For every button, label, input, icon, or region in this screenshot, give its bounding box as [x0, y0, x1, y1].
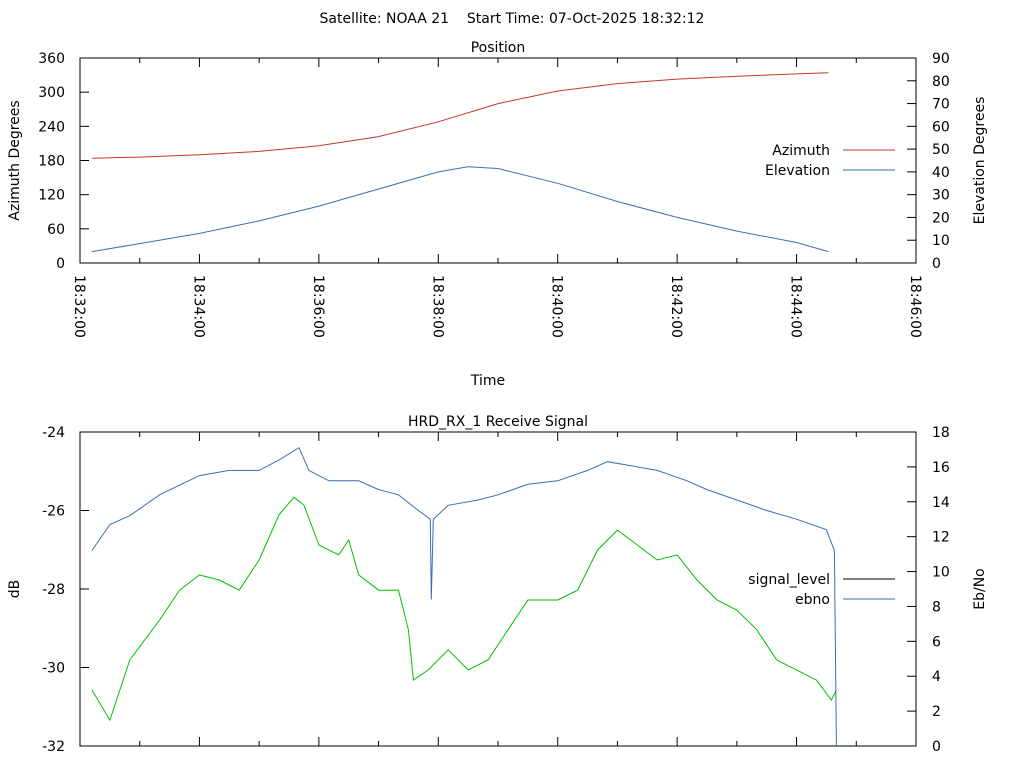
signal-y-axis-label: dB: [7, 580, 23, 599]
position-x-tick-label: 18:36:00: [310, 275, 326, 338]
signal-y2-tick-label: 16: [932, 460, 950, 476]
position-title: Position: [471, 40, 526, 56]
signal-legend-label: signal_level: [748, 572, 830, 588]
signal-y-tick-label: -32: [42, 739, 65, 755]
signal-y2-tick-label: 18: [932, 425, 950, 441]
signal-title: HRD_RX_1 Receive Signal: [408, 414, 588, 430]
position-y-tick-label: 360: [38, 51, 65, 67]
signal-series-signal-level: [91, 496, 837, 722]
position-x-axis-label: Time: [470, 373, 505, 389]
position-y2-tick-label: 20: [932, 210, 950, 226]
signal-y-tick-label: -28: [42, 582, 65, 598]
position-y-tick-label: 120: [38, 188, 65, 204]
signal-y2-tick-label: 12: [932, 530, 950, 546]
position-y2-tick-label: 0: [932, 256, 941, 272]
position-y2-axis-label: Elevation Degrees: [972, 97, 988, 225]
position-y2-tick-label: 90: [932, 51, 950, 67]
position-y2-tick-label: 50: [932, 142, 950, 158]
signal-y2-tick-label: 8: [932, 599, 941, 615]
signal-y2-axis-label: Eb/No: [972, 568, 988, 610]
signal-y-tick-label: -24: [42, 425, 65, 441]
chart-main-title: Satellite: NOAA 21 Start Time: 07-Oct-20…: [320, 11, 705, 27]
signal-y-tick-label: -30: [42, 661, 65, 677]
position-y-tick-label: 180: [38, 154, 65, 170]
position-y-tick-label: 240: [38, 119, 65, 135]
position-y2-tick-label: 80: [932, 74, 950, 90]
signal-legend-label: ebno: [795, 592, 830, 608]
position-x-tick-label: 18:34:00: [190, 275, 206, 338]
position-legend-label: Elevation: [765, 163, 830, 179]
signal-y2-tick-label: 10: [932, 565, 950, 581]
position-series-elevation: [91, 166, 829, 253]
signal-y2-tick-label: 4: [932, 669, 941, 685]
position-y-axis-label: Azimuth Degrees: [7, 100, 23, 220]
position-legend-label: Azimuth: [772, 143, 830, 159]
position-x-tick-label: 18:32:00: [71, 275, 87, 338]
position-y2-tick-label: 30: [932, 188, 950, 204]
position-y-tick-label: 300: [38, 85, 65, 101]
signal-series-ebno: [91, 446, 837, 747]
position-y2-tick-label: 40: [932, 165, 950, 181]
position-y-tick-label: 0: [56, 256, 65, 272]
position-y2-tick-label: 10: [932, 233, 950, 249]
position-x-tick-label: 18:40:00: [549, 275, 565, 338]
position-y2-tick-label: 60: [932, 119, 950, 135]
signal-y-tick-label: -26: [42, 504, 65, 520]
signal-y2-tick-label: 0: [932, 739, 941, 755]
signal-y2-tick-label: 2: [932, 704, 941, 720]
signal-y2-tick-label: 14: [932, 495, 950, 511]
position-x-tick-label: 18:44:00: [788, 275, 804, 338]
position-y2-tick-label: 70: [932, 97, 950, 113]
position-series-azimuth: [91, 72, 829, 159]
signal-plot-frame: [79, 431, 917, 747]
signal-y2-tick-label: 6: [932, 634, 941, 650]
position-x-tick-label: 18:46:00: [907, 275, 923, 338]
position-x-tick-label: 18:38:00: [429, 275, 445, 338]
position-y-tick-label: 60: [47, 222, 65, 238]
position-x-tick-label: 18:42:00: [668, 275, 684, 338]
